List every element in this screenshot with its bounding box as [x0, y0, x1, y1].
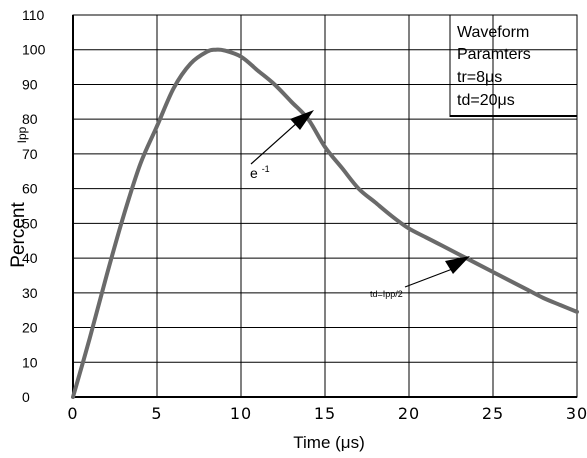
y-tick-10: 10: [22, 354, 38, 370]
y-tick-40: 40: [22, 250, 38, 266]
legend-line-1: Waveform: [457, 24, 529, 41]
annotation-e-1: e -1: [250, 110, 314, 181]
x-tick-15: 15: [314, 404, 336, 423]
legend-line-3: tr=8μs: [457, 69, 502, 86]
y-tick-100: 100: [22, 42, 46, 58]
y-tick-30: 30: [22, 285, 38, 301]
y-tick-labels: 0 10 20 30 40 50 60 70 80 90 100 110: [22, 7, 46, 405]
y-tick-80: 80: [22, 111, 38, 127]
series-group: [71, 47, 579, 399]
y-tick-90: 90: [22, 76, 38, 92]
legend-line-2: Paramters: [457, 46, 531, 63]
y-tick-50: 50: [22, 215, 38, 231]
x-tick-10: 10: [230, 404, 252, 423]
annotation-td: td=Ipp/2: [370, 256, 470, 299]
x-tick-5: 5: [151, 404, 162, 423]
annotation-td-text: td=Ipp/2: [370, 289, 403, 299]
plot-frame: [72, 14, 578, 398]
y-tick-60: 60: [22, 181, 38, 197]
y-tick-0: 0: [22, 389, 30, 405]
x-tick-0: 0: [67, 404, 78, 423]
y-tick-20: 20: [22, 320, 38, 336]
annotation-e-superscript: -1: [262, 164, 270, 174]
y-axis-label-secondary: Ipp: [15, 126, 29, 143]
legend-line-4: td=20μs: [457, 92, 515, 109]
svg-text:e -1: e -1: [250, 164, 270, 181]
x-tick-20: 20: [398, 404, 420, 423]
x-tick-25: 25: [482, 404, 504, 423]
series-line-0: [71, 47, 579, 399]
x-tick-30: 30: [566, 404, 587, 423]
y-tick-110: 110: [22, 7, 45, 23]
legend: Waveform Paramters tr=8μs td=20μs: [449, 15, 577, 117]
annotation-e-text: e: [250, 165, 258, 181]
x-tick-labels: 0 5 10 15 20 25 30: [67, 404, 587, 423]
y-tick-70: 70: [22, 146, 38, 162]
x-axis-label: Time (μs): [293, 433, 365, 452]
y-axis-label: Percent: [8, 202, 29, 268]
